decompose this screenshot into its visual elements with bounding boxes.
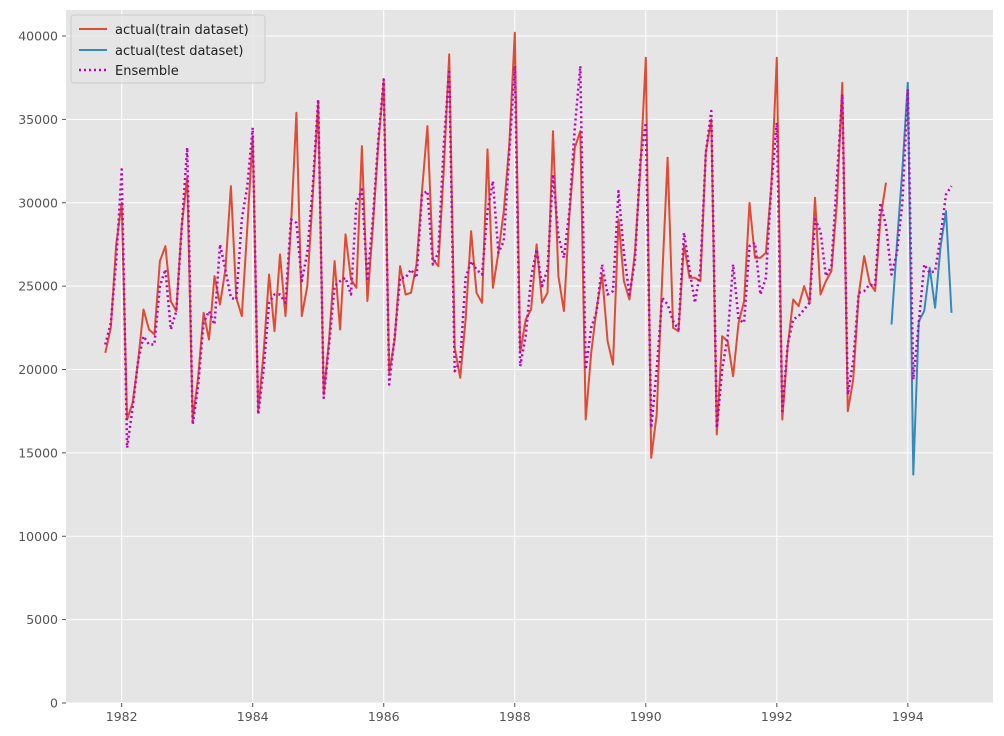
y-tick-label: 0	[50, 696, 58, 711]
series-lines	[104, 31, 953, 476]
y-tick-label: 40000	[18, 29, 58, 44]
test-actual-line	[890, 81, 953, 476]
y-tick-label: 25000	[18, 279, 58, 294]
y-tick-label: 20000	[18, 362, 58, 377]
x-tick-label: 1986	[368, 709, 400, 724]
y-axis: 0 5000 10000 15000 20000 25000 30000 35000 40000	[18, 29, 66, 711]
x-tick-label: 1988	[499, 709, 531, 724]
train-actual-line	[104, 31, 887, 459]
x-tick-label: 1992	[761, 709, 793, 724]
plot-background	[66, 10, 993, 703]
y-tick-label: 5000	[26, 612, 58, 627]
y-tick-label: 10000	[18, 529, 58, 544]
x-tick-label: 1984	[237, 709, 269, 724]
x-tick-label: 1982	[106, 709, 138, 724]
y-tick-label: 15000	[18, 445, 58, 460]
ensemble-line	[104, 64, 953, 450]
legend-label-test: actual(test dataset)	[115, 44, 243, 59]
legend-label-train: actual(train dataset)	[115, 23, 249, 38]
y-tick-label: 30000	[18, 195, 58, 210]
legend-label-ensemble: Ensemble	[115, 64, 179, 79]
legend: actual(train dataset) actual(test datase…	[70, 14, 266, 84]
legend-box	[70, 14, 266, 84]
y-tick-label: 35000	[18, 112, 58, 127]
x-tick-label: 1994	[892, 709, 924, 724]
x-axis: 1982 1984 1986 1988 1990 1992 1994	[106, 703, 924, 724]
x-tick-label: 1990	[630, 709, 662, 724]
